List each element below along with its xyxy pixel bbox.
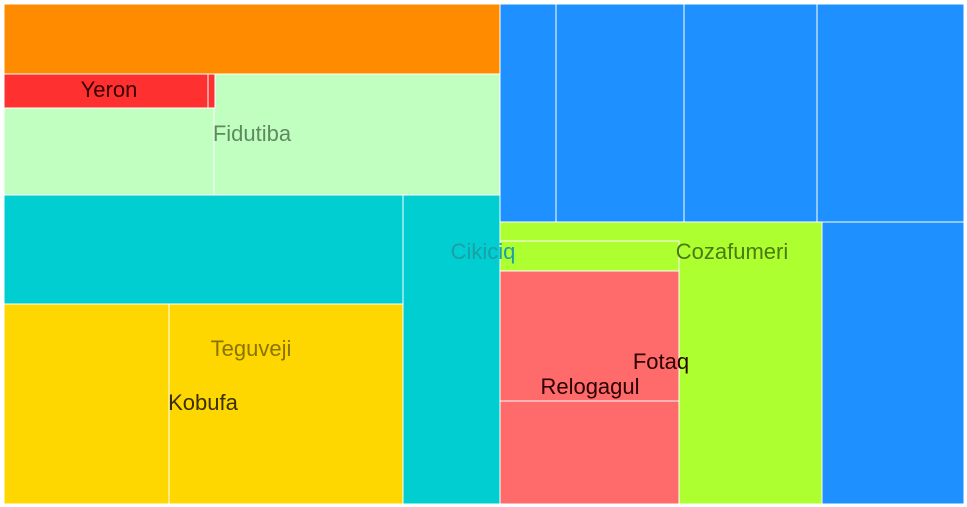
tile-blue-c <box>683 3 818 223</box>
tile-blue-d <box>816 3 965 223</box>
label-fidutiba: Fidutiba <box>213 121 292 146</box>
tile-blue-a <box>499 3 557 223</box>
tile-kobufa <box>3 303 170 505</box>
label-kobufa: Kobufa <box>168 390 238 415</box>
label-cikiciq: Cikiciq <box>451 239 516 264</box>
tile-red-sliver <box>207 73 216 109</box>
label-relogagul: Relogagul <box>540 374 639 399</box>
tile-orange <box>3 3 501 75</box>
label-fotaq: Fotaq <box>633 349 689 374</box>
label-teguveji: Teguveji <box>211 336 292 361</box>
tile-yeron <box>3 73 209 109</box>
tile-cozafumeri-strip <box>499 240 680 272</box>
tile-fidutiba-sub <box>3 107 215 196</box>
tile-cikiciq-sub <box>3 194 404 305</box>
tile-blue-b <box>555 3 685 223</box>
tile-fotaq <box>499 270 680 402</box>
label-yeron: Yeron <box>81 77 138 102</box>
label-cozafumeri: Cozafumeri <box>676 239 788 264</box>
